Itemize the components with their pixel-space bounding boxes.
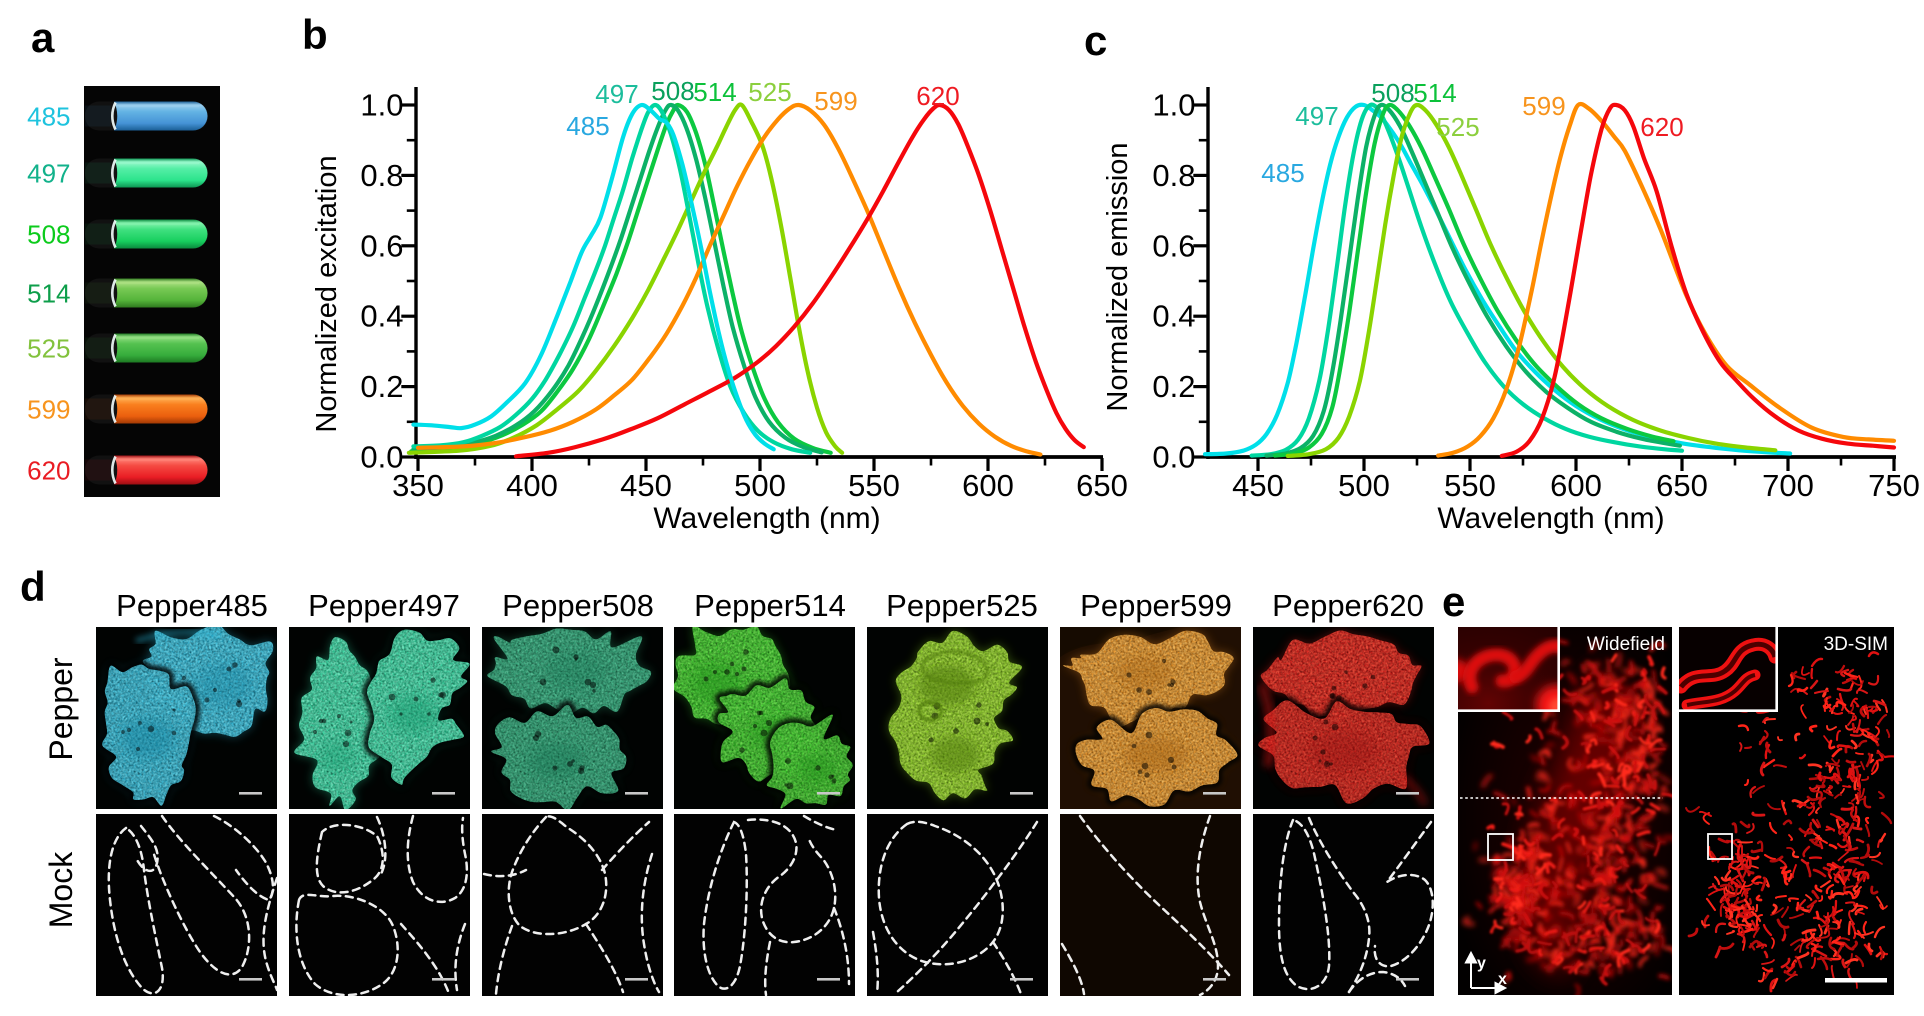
svg-text:0.4: 0.4	[1152, 299, 1195, 334]
svg-text:485: 485	[27, 102, 70, 132]
svg-text:508: 508	[1371, 78, 1414, 108]
svg-text:0.6: 0.6	[360, 228, 403, 263]
svg-text:e: e	[1442, 578, 1465, 625]
svg-text:525: 525	[27, 334, 70, 364]
svg-text:0.0: 0.0	[360, 440, 403, 475]
svg-text:599: 599	[814, 86, 857, 116]
svg-text:485: 485	[1261, 158, 1304, 188]
svg-text:Pepper485: Pepper485	[116, 588, 268, 623]
svg-text:500: 500	[734, 468, 786, 503]
svg-text:Wavelength (nm): Wavelength (nm)	[653, 502, 880, 535]
svg-text:497: 497	[595, 79, 638, 109]
svg-text:650: 650	[1656, 468, 1708, 503]
svg-text:Pepper514: Pepper514	[694, 588, 846, 623]
svg-text:Pepper599: Pepper599	[1080, 588, 1232, 623]
svg-text:d: d	[20, 563, 46, 610]
svg-text:b: b	[302, 11, 328, 58]
svg-text:Wavelength (nm): Wavelength (nm)	[1437, 502, 1664, 535]
svg-text:Pepper: Pepper	[43, 657, 79, 761]
svg-text:750: 750	[1868, 468, 1920, 503]
svg-text:599: 599	[1522, 91, 1565, 121]
svg-text:Pepper620: Pepper620	[1272, 588, 1424, 623]
svg-text:x: x	[1498, 971, 1507, 988]
svg-text:500: 500	[1338, 468, 1390, 503]
svg-text:Normalized emission: Normalized emission	[1102, 142, 1134, 411]
svg-text:400: 400	[506, 468, 558, 503]
svg-text:497: 497	[27, 159, 70, 189]
svg-text:0.2: 0.2	[1152, 369, 1195, 404]
svg-text:0.2: 0.2	[360, 369, 403, 404]
svg-text:1.0: 1.0	[1152, 88, 1195, 123]
svg-text:620: 620	[27, 456, 70, 486]
svg-text:650: 650	[1076, 468, 1128, 503]
svg-text:508: 508	[651, 76, 694, 106]
svg-text:450: 450	[1232, 468, 1284, 503]
svg-text:0.4: 0.4	[360, 299, 403, 334]
svg-text:497: 497	[1295, 101, 1338, 131]
svg-text:525: 525	[1436, 112, 1479, 142]
svg-text:700: 700	[1762, 468, 1814, 503]
svg-text:485: 485	[566, 111, 609, 141]
svg-text:508: 508	[27, 220, 70, 250]
svg-text:Pepper508: Pepper508	[502, 588, 654, 623]
svg-text:599: 599	[27, 395, 70, 425]
svg-text:Pepper497: Pepper497	[308, 588, 460, 623]
svg-text:a: a	[31, 14, 55, 61]
svg-text:3D-SIM: 3D-SIM	[1824, 634, 1888, 655]
svg-text:0.8: 0.8	[1152, 158, 1195, 193]
svg-text:450: 450	[620, 468, 672, 503]
svg-text:Pepper525: Pepper525	[886, 588, 1038, 623]
svg-text:550: 550	[848, 468, 900, 503]
svg-text:Mock: Mock	[43, 851, 79, 928]
svg-text:514: 514	[1413, 78, 1456, 108]
svg-text:550: 550	[1444, 468, 1496, 503]
svg-text:0.0: 0.0	[1152, 440, 1195, 475]
svg-text:0.6: 0.6	[1152, 228, 1195, 263]
svg-text:y: y	[1477, 955, 1486, 972]
svg-text:525: 525	[748, 77, 791, 107]
svg-text:600: 600	[1550, 468, 1602, 503]
svg-text:514: 514	[27, 279, 70, 309]
svg-text:Normalized excitation: Normalized excitation	[311, 155, 343, 432]
svg-text:620: 620	[916, 81, 959, 111]
svg-text:350: 350	[392, 468, 444, 503]
svg-text:0.8: 0.8	[360, 158, 403, 193]
svg-text:514: 514	[693, 77, 736, 107]
svg-text:c: c	[1084, 17, 1107, 64]
svg-text:620: 620	[1640, 112, 1683, 142]
svg-text:1.0: 1.0	[360, 88, 403, 123]
svg-text:600: 600	[962, 468, 1014, 503]
svg-text:Widefield: Widefield	[1587, 634, 1665, 655]
